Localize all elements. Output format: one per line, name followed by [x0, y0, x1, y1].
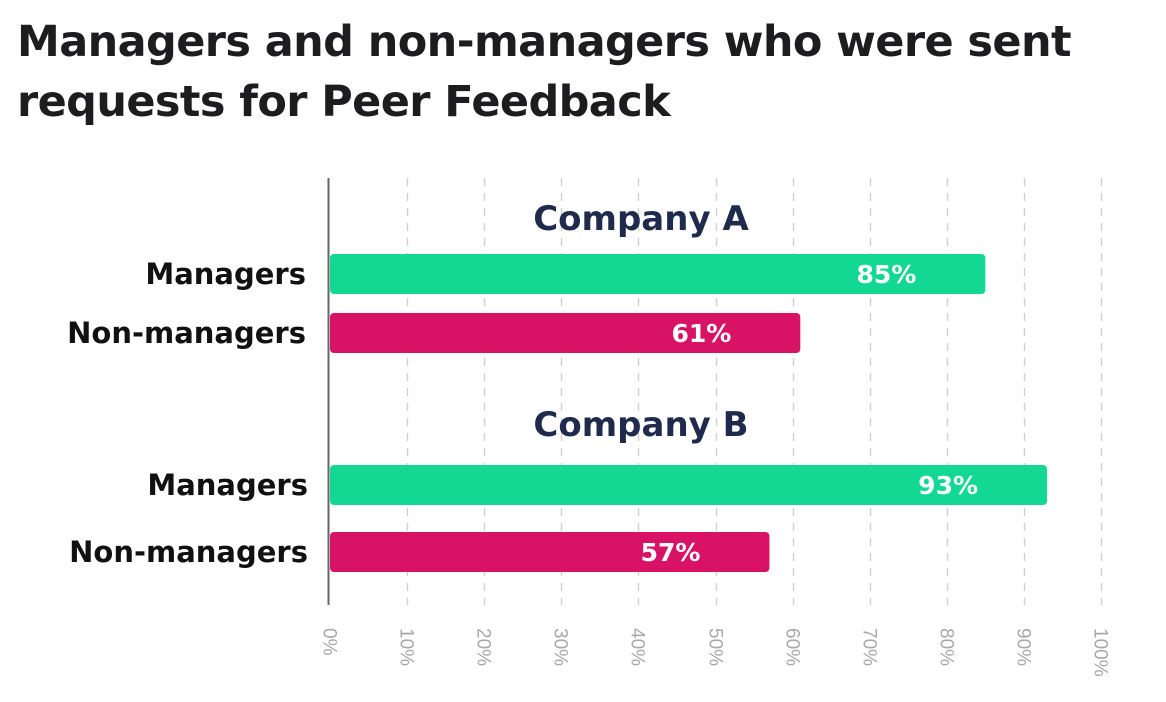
tick-label-10: 10% — [396, 628, 417, 666]
tick-label-0: 0% — [319, 628, 340, 656]
value-label-company-b-managers: 93% — [918, 471, 978, 500]
tick-label-60: 60% — [782, 628, 803, 666]
group-title-company-a: Company A — [533, 199, 749, 239]
tick-label-40: 40% — [627, 628, 648, 666]
bars: Company A Managers 85% Non-managers 61% Compa… — [67, 199, 1048, 572]
x-axis-ticks: 0% 10% 20% 30% 40% 50% 60% 70% 80% 90% 100% — [319, 628, 1111, 677]
gridlines — [406, 178, 1103, 605]
tick-label-50: 50% — [705, 628, 726, 666]
tick-label-20: 20% — [473, 628, 494, 666]
bar-company-b-non-managers — [330, 532, 770, 572]
tick-label-30: 30% — [550, 628, 571, 666]
value-label-company-a-managers: 85% — [857, 260, 917, 289]
value-label-company-b-non-managers: 57% — [641, 538, 701, 567]
chart-title: Managers and non-managers who were sent … — [17, 12, 1157, 132]
bar-company-a-non-managers — [330, 313, 801, 353]
category-label-company-b-managers: Managers — [147, 468, 308, 502]
chart-title-line-1: Managers and non-managers who were sent — [17, 17, 1072, 67]
bar-company-b-managers — [330, 465, 1048, 505]
tick-label-90: 90% — [1013, 628, 1034, 666]
tick-label-100: 100% — [1090, 628, 1111, 677]
bar-company-a-managers — [330, 254, 986, 294]
category-label-company-a-managers: Managers — [145, 257, 306, 291]
tick-label-70: 70% — [859, 628, 880, 666]
group-title-company-b: Company B — [533, 405, 748, 445]
chart-title-line-2: requests for Peer Feedback — [17, 77, 671, 127]
category-label-company-a-non-managers: Non-managers — [67, 316, 306, 350]
value-label-company-a-non-managers: 61% — [671, 319, 731, 348]
category-label-company-b-non-managers: Non-managers — [69, 535, 308, 569]
tick-label-80: 80% — [936, 628, 957, 666]
